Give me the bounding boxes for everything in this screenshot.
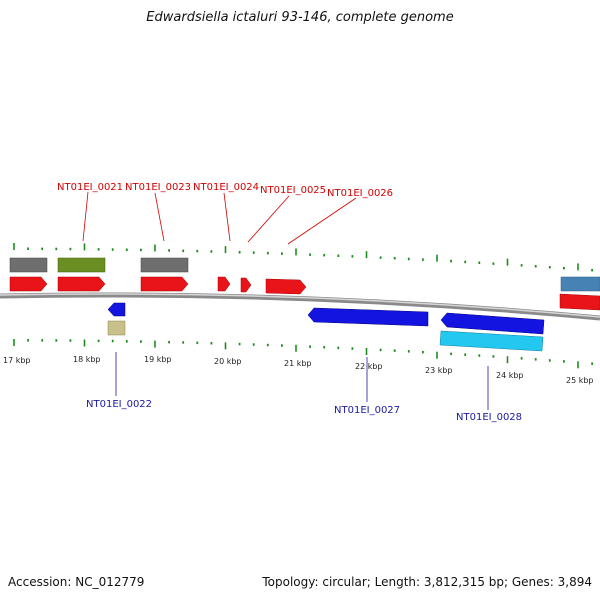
gene-label-nt01ei-0025[interactable]: NT01EI_0025 [260, 185, 326, 196]
callout-line-0023 [154, 192, 165, 242]
outer-tick-track [13, 243, 593, 272]
callout-line-0026 [287, 197, 357, 245]
inner-tick-track [13, 339, 593, 369]
feature-khaki[interactable] [107, 320, 126, 336]
feature-grey-1[interactable] [9, 257, 48, 273]
gene-label-nt01ei-0026[interactable]: NT01EI_0026 [327, 188, 393, 199]
feature-olive[interactable] [57, 257, 106, 273]
scale-label-17kbp: 17 kbp [3, 356, 31, 365]
forward-gene-nt01ei-0025[interactable] [240, 277, 252, 293]
genome-backbone-highlight [0, 293, 600, 318]
reverse-gene-nt01ei-0027[interactable] [307, 307, 429, 327]
callout-line-0025 [247, 195, 290, 243]
reverse-gene-nt01ei-0028[interactable] [440, 312, 545, 335]
scale-label-18kbp: 18 kbp [73, 355, 101, 364]
scale-label-24kbp: 24 kbp [496, 371, 524, 380]
gene-label-nt01ei-0024[interactable]: NT01EI_0024 [193, 182, 259, 193]
forward-features [9, 257, 600, 311]
forward-gene-nt01ei-0026[interactable] [265, 278, 307, 295]
scale-label-22kbp: 22 kbp [355, 362, 383, 371]
gene-label-nt01ei-0023[interactable]: NT01EI_0023 [125, 182, 191, 193]
feature-steel[interactable] [560, 276, 600, 292]
scale-label-21kbp: 21 kbp [284, 359, 312, 368]
scale-label-20kbp: 20 kbp [214, 357, 242, 366]
gene-label-nt01ei-0021[interactable]: NT01EI_0021 [57, 182, 123, 193]
forward-callouts [82, 191, 357, 245]
feature-grey-2[interactable] [140, 257, 189, 273]
genome-summary-text: Topology: circular; Length: 3,812,315 bp… [262, 575, 592, 589]
scale-labels: 17 kbp 18 kbp 19 kbp 20 kbp 21 kbp 22 kb… [3, 355, 594, 385]
forward-gene-1[interactable] [9, 276, 48, 292]
callout-line-0024 [223, 192, 231, 242]
genome-backbone [0, 292, 600, 321]
reverse-callouts [115, 352, 489, 410]
gene-label-nt01ei-0027[interactable]: NT01EI_0027 [334, 405, 400, 416]
scale-label-23kbp: 23 kbp [425, 366, 453, 375]
scale-label-19kbp: 19 kbp [144, 355, 172, 364]
reverse-gene-nt01ei-0022[interactable] [107, 302, 126, 317]
forward-gene-nt01ei-0024[interactable] [217, 276, 231, 292]
accession-text: Accession: NC_012779 [8, 575, 145, 589]
reverse-gene-labels: NT01EI_0022 NT01EI_0027 NT01EI_0028 [86, 399, 522, 423]
feature-cyan[interactable] [439, 330, 544, 352]
forward-gene-nt01ei-0023[interactable] [140, 276, 189, 292]
reverse-features [107, 302, 545, 352]
gene-label-nt01ei-0022[interactable]: NT01EI_0022 [86, 399, 152, 410]
forward-gene-nt01ei-0021[interactable] [57, 276, 106, 292]
gene-label-nt01ei-0028[interactable]: NT01EI_0028 [456, 412, 522, 423]
forward-gene-labels: NT01EI_0021 NT01EI_0023 NT01EI_0024 NT01… [57, 182, 393, 199]
callout-line-0021 [82, 191, 89, 242]
forward-gene-right[interactable] [559, 293, 600, 311]
genome-title: Edwardsiella ictaluri 93-146, complete g… [146, 10, 454, 25]
scale-label-25kbp: 25 kbp [566, 376, 594, 385]
